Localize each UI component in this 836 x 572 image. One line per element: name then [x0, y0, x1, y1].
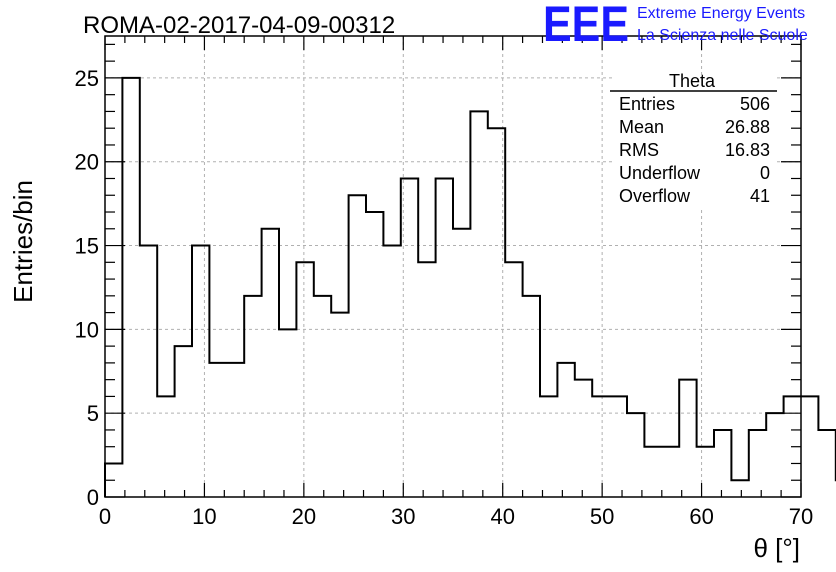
stats-value: 26.88	[725, 117, 770, 137]
eee-logo: EEE Extreme Energy Events La Scienza nel…	[543, 0, 808, 52]
grid-lines	[105, 36, 801, 497]
x-axis-title: θ [°]	[753, 533, 800, 563]
logo-line-2: La Scienza nelle Scuole	[637, 27, 808, 44]
histogram-line	[104, 76, 836, 497]
stats-label: Mean	[619, 117, 664, 137]
x-tick-label: 0	[99, 504, 111, 529]
stats-label: Entries	[619, 94, 675, 114]
x-tick-label: 20	[292, 504, 316, 529]
x-tick-label: 70	[789, 504, 813, 529]
y-tick-label: 15	[75, 234, 99, 259]
stats-title: Theta	[669, 71, 716, 91]
y-tick-labels: 0 5 10 15 20 25	[75, 66, 99, 510]
stats-label: Underflow	[619, 163, 701, 183]
y-tick-label: 25	[75, 66, 99, 91]
y-tick-label: 0	[87, 485, 99, 510]
x-tick-label: 60	[689, 504, 713, 529]
stats-value: 0	[760, 163, 770, 183]
stats-label: Overflow	[619, 186, 691, 206]
eee-logo-mark: EEE	[543, 0, 629, 52]
x-tick-labels: 0 10 20 30 40 50 60 70	[99, 504, 813, 529]
logo-line-1: Extreme Energy Events	[637, 5, 805, 22]
stats-rows: Entries 506 Mean 26.88 RMS 16.83 Underflow 0 Ove…	[619, 94, 770, 206]
y-tick-label: 5	[87, 401, 99, 426]
stats-box-background	[612, 75, 777, 210]
stats-label: RMS	[619, 140, 659, 160]
x-tick-label: 30	[391, 504, 415, 529]
x-tick-label: 50	[590, 504, 614, 529]
plot-frame	[104, 35, 802, 498]
stats-value: 16.83	[725, 140, 770, 160]
x-tick-label: 10	[192, 504, 216, 529]
axis-ticks	[104, 36, 802, 498]
stats-box: Theta Entries 506 Mean 26.88 RMS 16.83 Underfl…	[610, 71, 777, 210]
chart-title: ROMA-02-2017-04-09-00312	[83, 12, 395, 39]
stats-value: 506	[740, 94, 770, 114]
x-tick-label: 40	[490, 504, 514, 529]
stats-value: 41	[750, 186, 770, 206]
y-tick-label: 10	[75, 317, 99, 342]
y-axis-title: Entries/bin	[8, 180, 38, 303]
y-tick-label: 20	[75, 150, 99, 175]
